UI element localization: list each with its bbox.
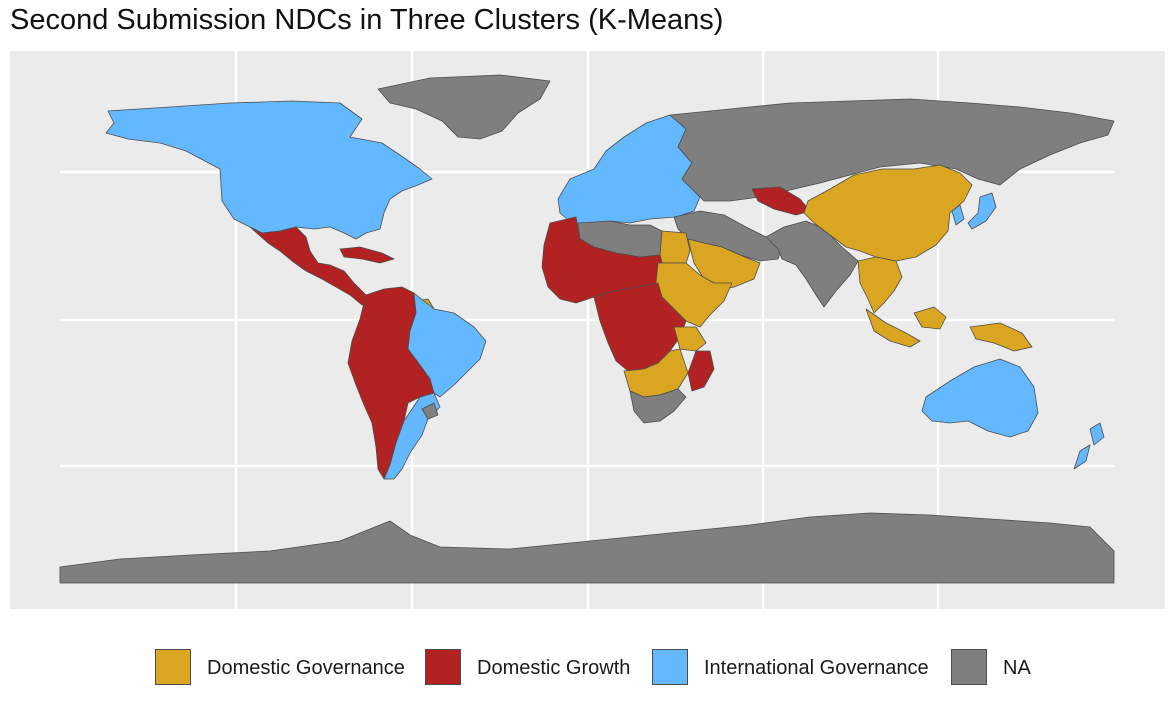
region-central-asia	[751, 186, 811, 216]
region-russia	[669, 98, 1115, 202]
region-japan-korea	[951, 192, 997, 230]
region-indonesia	[865, 306, 1033, 352]
legend-key-domestic-governance	[155, 649, 191, 685]
region-central-africa	[593, 282, 687, 372]
region-egypt	[659, 230, 691, 264]
legend-label-domestic-governance: Domestic Governance	[207, 657, 405, 679]
region-caribbean	[339, 246, 395, 264]
region-greenland	[377, 74, 551, 140]
legend-key-international-governance	[652, 649, 688, 685]
region-south-africa	[629, 388, 687, 424]
legend-key-na	[951, 649, 987, 685]
region-australia	[921, 358, 1039, 438]
region-new-zealand	[1073, 422, 1105, 470]
legend-label-international-governance: International Governance	[704, 657, 929, 679]
region-uruguay	[421, 402, 439, 420]
region-china	[803, 164, 973, 262]
legend-label-domestic-growth: Domestic Growth	[477, 657, 631, 679]
world-map	[59, 51, 1115, 609]
region-southeast-asia	[857, 256, 903, 314]
legend-label-na: NA	[1003, 657, 1031, 679]
region-tanzania	[673, 326, 707, 352]
region-antarctica	[59, 512, 1115, 584]
chart-title: Second Submission NDCs in Three Clusters…	[10, 4, 724, 36]
legend: Domestic Governance Domestic Growth Inte…	[155, 648, 1035, 690]
region-mozambique	[687, 350, 715, 392]
region-north-america	[105, 100, 433, 240]
map-panel	[10, 51, 1165, 609]
region-south-asia	[765, 220, 859, 308]
legend-key-domestic-growth	[425, 649, 461, 685]
land-shapes	[59, 74, 1115, 584]
region-brazil	[407, 292, 487, 398]
